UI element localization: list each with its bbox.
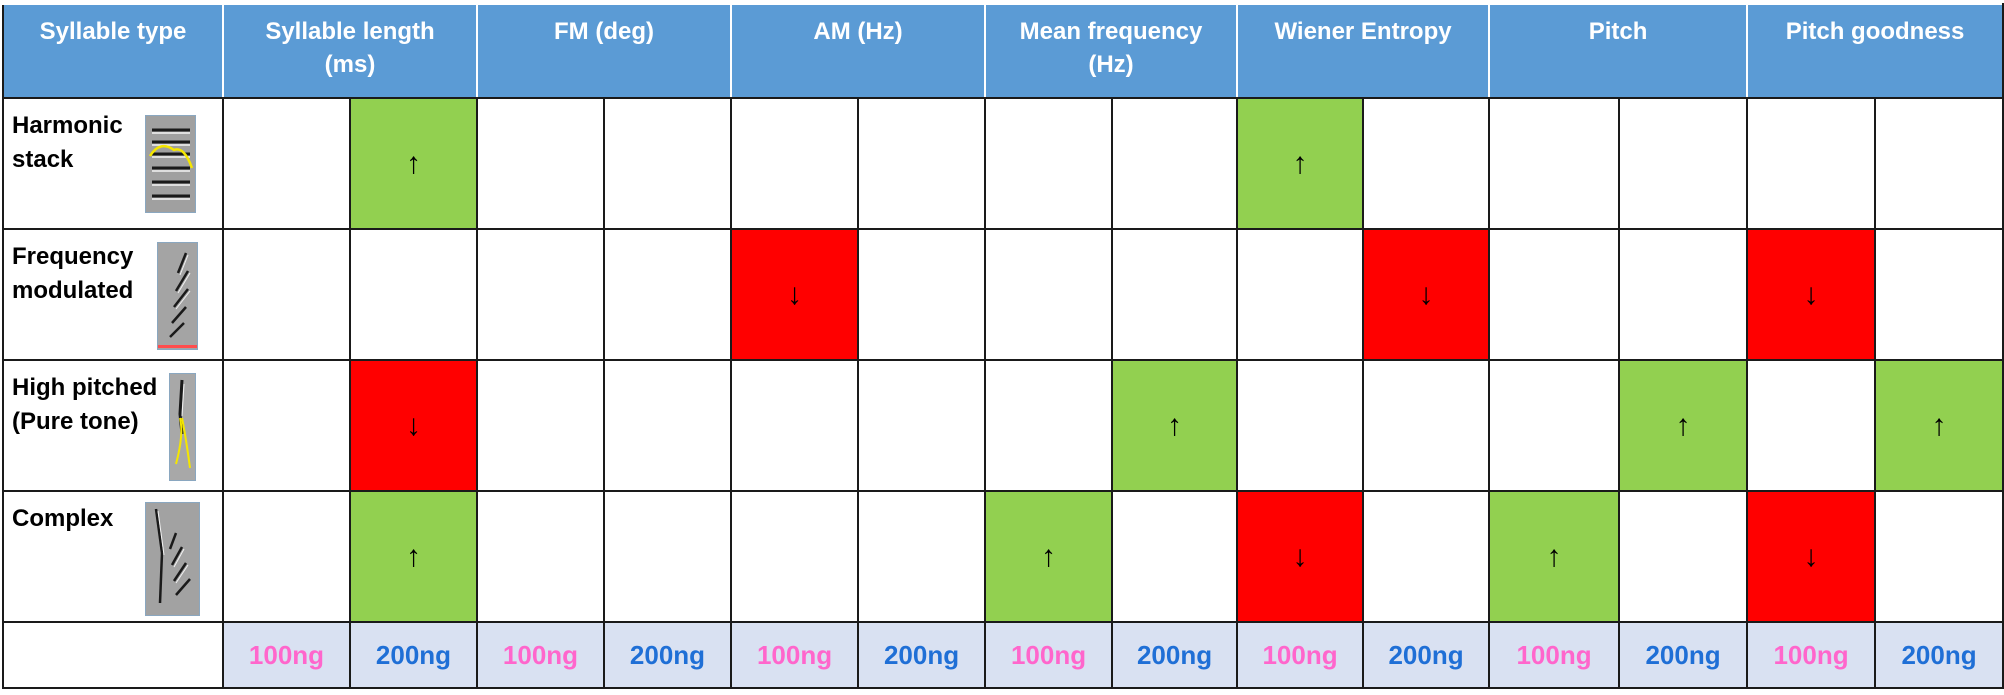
empty-cell-am-100ng xyxy=(730,97,860,230)
increase-arrow-icon: ↑ xyxy=(1618,359,1749,492)
empty-cell-mean-frequency-100ng xyxy=(984,228,1114,361)
empty-cell-fm-200ng xyxy=(602,490,733,623)
dose-label-200ng: 200ng xyxy=(1111,621,1239,689)
header-syllable-length: Syllable length (ms) xyxy=(222,3,478,99)
dose-label-100ng: 100ng xyxy=(1746,621,1877,689)
decrease-arrow-icon: ↓ xyxy=(349,359,478,492)
increase-arrow-icon: ↑ xyxy=(349,97,478,230)
increase-arrow-icon: ↑ xyxy=(1236,97,1365,230)
empty-cell-wiener-entropy-100ng xyxy=(1236,359,1365,492)
dose-label-100ng: 100ng xyxy=(730,621,860,689)
empty-cell-am-200ng xyxy=(857,228,987,361)
empty-cell-pitch-200ng xyxy=(1618,97,1749,230)
empty-cell-fm-200ng xyxy=(602,97,733,230)
empty-cell-am-100ng xyxy=(730,359,860,492)
header-row: Syllable type Syllable length (ms) FM (d… xyxy=(2,3,2004,99)
empty-cell-pitch-goodness-100ng xyxy=(1746,359,1877,492)
dose-label-200ng: 200ng xyxy=(1874,621,2004,689)
table-row-high-pitched: High pitched (Pure tone) ↓ ↑ ↑ ↑ xyxy=(2,359,2004,492)
table-row-frequency-modulated: Frequency modulated ↓ ↓ ↓ xyxy=(2,228,2004,361)
empty-cell-wiener-entropy-200ng xyxy=(1362,359,1491,492)
empty-cell-pitch-100ng xyxy=(1488,97,1621,230)
empty-cell-pitch-200ng xyxy=(1618,490,1749,623)
empty-cell-mean-frequency-100ng xyxy=(984,359,1114,492)
header-pitch-goodness: Pitch goodness xyxy=(1746,3,2004,99)
empty-cell-syllable-length-100ng xyxy=(222,490,351,623)
empty-cell-fm-200ng xyxy=(602,359,733,492)
empty-cell-syllable-length-100ng xyxy=(222,228,351,361)
header-wiener-entropy: Wiener Entropy xyxy=(1236,3,1491,99)
increase-arrow-icon: ↑ xyxy=(1874,359,2004,492)
table-row-harmonic-stack: Harmonic stack ↑ ↑ xyxy=(2,97,2004,230)
dose-label-100ng: 100ng xyxy=(222,621,351,689)
frequency-modulated-spectrogram-icon xyxy=(157,242,198,350)
empty-cell-fm-200ng xyxy=(602,228,733,361)
increase-arrow-icon: ↑ xyxy=(984,490,1114,623)
dose-label-100ng: 100ng xyxy=(476,621,605,689)
table-row-complex: Complex ↑ ↑ ↓ ↑ ↓ xyxy=(2,490,2004,623)
row-label-complex: Complex xyxy=(2,490,224,623)
increase-arrow-icon: ↑ xyxy=(1488,490,1621,623)
dose-label-200ng: 200ng xyxy=(349,621,478,689)
empty-cell-syllable-length-100ng xyxy=(222,97,351,230)
empty-cell-fm-100ng xyxy=(476,228,605,361)
decrease-arrow-icon: ↓ xyxy=(1746,228,1877,361)
empty-cell-pitch-goodness-200ng xyxy=(1874,490,2004,623)
empty-cell-pitch-goodness-200ng xyxy=(1874,228,2004,361)
empty-cell-wiener-entropy-200ng xyxy=(1362,490,1491,623)
dose-label-100ng: 100ng xyxy=(1236,621,1365,689)
increase-arrow-icon: ↑ xyxy=(349,490,478,623)
empty-cell-fm-100ng xyxy=(476,490,605,623)
dose-label-200ng: 200ng xyxy=(1362,621,1491,689)
dose-row: 100ng 200ng 100ng 200ng 100ng 200ng 100ng 200ng… xyxy=(2,621,2004,689)
decrease-arrow-icon: ↓ xyxy=(1236,490,1365,623)
empty-cell-fm-100ng xyxy=(476,97,605,230)
empty-cell-pitch-goodness-100ng xyxy=(1746,97,1877,230)
row-label-harmonic-stack: Harmonic stack xyxy=(2,97,224,230)
empty-cell-wiener-entropy-200ng xyxy=(1362,97,1491,230)
dose-label-100ng: 100ng xyxy=(1488,621,1621,689)
empty-cell-mean-frequency-200ng xyxy=(1111,490,1239,623)
empty-cell-am-100ng xyxy=(730,490,860,623)
header-am: AM (Hz) xyxy=(730,3,987,99)
dose-row-empty-cell xyxy=(2,621,224,689)
header-syllable-type: Syllable type xyxy=(2,3,224,99)
empty-cell-am-200ng xyxy=(857,97,987,230)
empty-cell-mean-frequency-200ng xyxy=(1111,97,1239,230)
header-fm: FM (deg) xyxy=(475,3,733,99)
empty-cell-fm-100ng xyxy=(476,359,605,492)
row-label-text: Complex xyxy=(12,505,114,532)
increase-arrow-icon: ↑ xyxy=(1111,359,1239,492)
empty-cell-syllable-length-200ng xyxy=(349,228,478,361)
empty-cell-pitch-200ng xyxy=(1618,228,1749,361)
complex-spectrogram-icon xyxy=(145,502,200,616)
empty-cell-mean-frequency-100ng xyxy=(984,97,1114,230)
syllable-feature-table: Syllable type Syllable length (ms) FM (d… xyxy=(2,3,2004,689)
row-label-high-pitched: High pitched (Pure tone) xyxy=(2,359,224,492)
row-label-text: Frequency modulated xyxy=(12,243,134,304)
empty-cell-mean-frequency-200ng xyxy=(1111,228,1239,361)
empty-cell-am-200ng xyxy=(857,359,987,492)
harmonic-stack-spectrogram-icon xyxy=(145,115,196,213)
decrease-arrow-icon: ↓ xyxy=(730,228,860,361)
decrease-arrow-icon: ↓ xyxy=(1362,228,1491,361)
row-label-text: High pitched (Pure tone) xyxy=(12,374,158,435)
decrease-arrow-icon: ↓ xyxy=(1746,490,1877,623)
header-mean-frequency: Mean frequency (Hz) xyxy=(984,3,1239,99)
pure-tone-spectrogram-icon xyxy=(169,373,196,481)
empty-cell-pitch-100ng xyxy=(1488,359,1621,492)
dose-label-200ng: 200ng xyxy=(857,621,987,689)
dose-label-100ng: 100ng xyxy=(984,621,1114,689)
empty-cell-pitch-goodness-200ng xyxy=(1874,97,2004,230)
dose-label-200ng: 200ng xyxy=(602,621,733,689)
header-pitch: Pitch xyxy=(1488,3,1749,99)
empty-cell-syllable-length-100ng xyxy=(222,359,351,492)
row-label-text: Harmonic stack xyxy=(12,112,123,173)
empty-cell-wiener-entropy-100ng xyxy=(1236,228,1365,361)
dose-label-200ng: 200ng xyxy=(1618,621,1749,689)
row-label-frequency-modulated: Frequency modulated xyxy=(2,228,224,361)
empty-cell-am-200ng xyxy=(857,490,987,623)
empty-cell-pitch-100ng xyxy=(1488,228,1621,361)
